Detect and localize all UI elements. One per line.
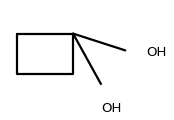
Text: OH: OH	[101, 102, 122, 114]
Text: OH: OH	[146, 46, 167, 59]
